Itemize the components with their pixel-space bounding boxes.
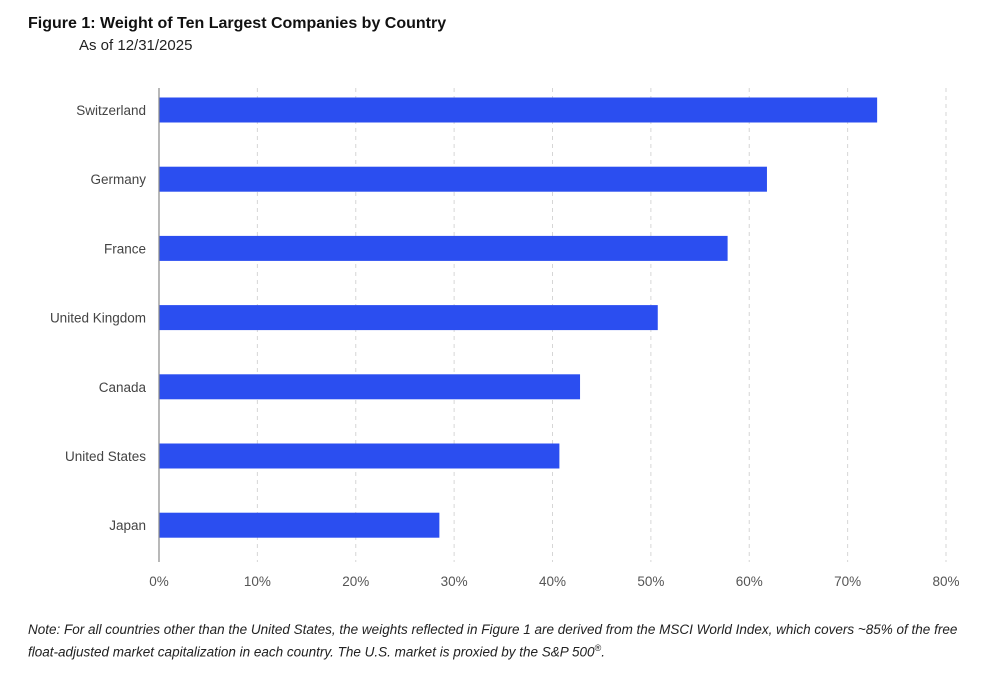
category-label: Germany	[90, 172, 146, 187]
category-label: France	[104, 241, 146, 256]
bar-germany	[159, 166, 767, 192]
x-tick-label: 20%	[342, 574, 369, 589]
x-tick-label: 80%	[932, 574, 959, 589]
x-tick-label: 30%	[441, 574, 468, 589]
category-label: Switzerland	[76, 103, 146, 118]
footnote-text: Note: For all countries other than the U…	[28, 622, 958, 660]
x-tick-label: 50%	[637, 574, 664, 589]
gridlines	[256, 88, 947, 562]
footnote-end: .	[601, 644, 605, 660]
chart-title: Figure 1: Weight of Ten Largest Companie…	[28, 15, 447, 32]
category-label: United Kingdom	[50, 311, 146, 326]
bar-switzerland	[159, 97, 878, 123]
x-tick-label: 40%	[539, 574, 566, 589]
x-tick-label: 70%	[834, 574, 861, 589]
bar-japan	[159, 512, 440, 538]
x-tick-label: 10%	[244, 574, 271, 589]
bars	[159, 97, 878, 538]
footnote: Note: For all countries other than the U…	[28, 621, 968, 662]
category-label: Japan	[109, 518, 146, 533]
bar-france	[159, 235, 728, 261]
category-labels: Switzerland Germany France United Kingdom Ca…	[50, 103, 147, 533]
category-label: Canada	[99, 380, 147, 395]
bar-united-states	[159, 443, 560, 469]
bar-united-kingdom	[159, 305, 658, 331]
chart-subtitle: As of 12/31/2025	[79, 37, 193, 54]
footnote-registered-mark: ®	[594, 643, 602, 653]
x-tick-labels: 0% 10% 20% 30% 40% 50% 60% 70% 80%	[149, 574, 959, 589]
x-tick-label: 0%	[149, 574, 169, 589]
x-tick-label: 60%	[736, 574, 763, 589]
category-label: United States	[65, 449, 146, 464]
bar-canada	[159, 374, 581, 400]
bar-chart: Switzerland Germany France United Kingdom Ca…	[50, 88, 960, 589]
